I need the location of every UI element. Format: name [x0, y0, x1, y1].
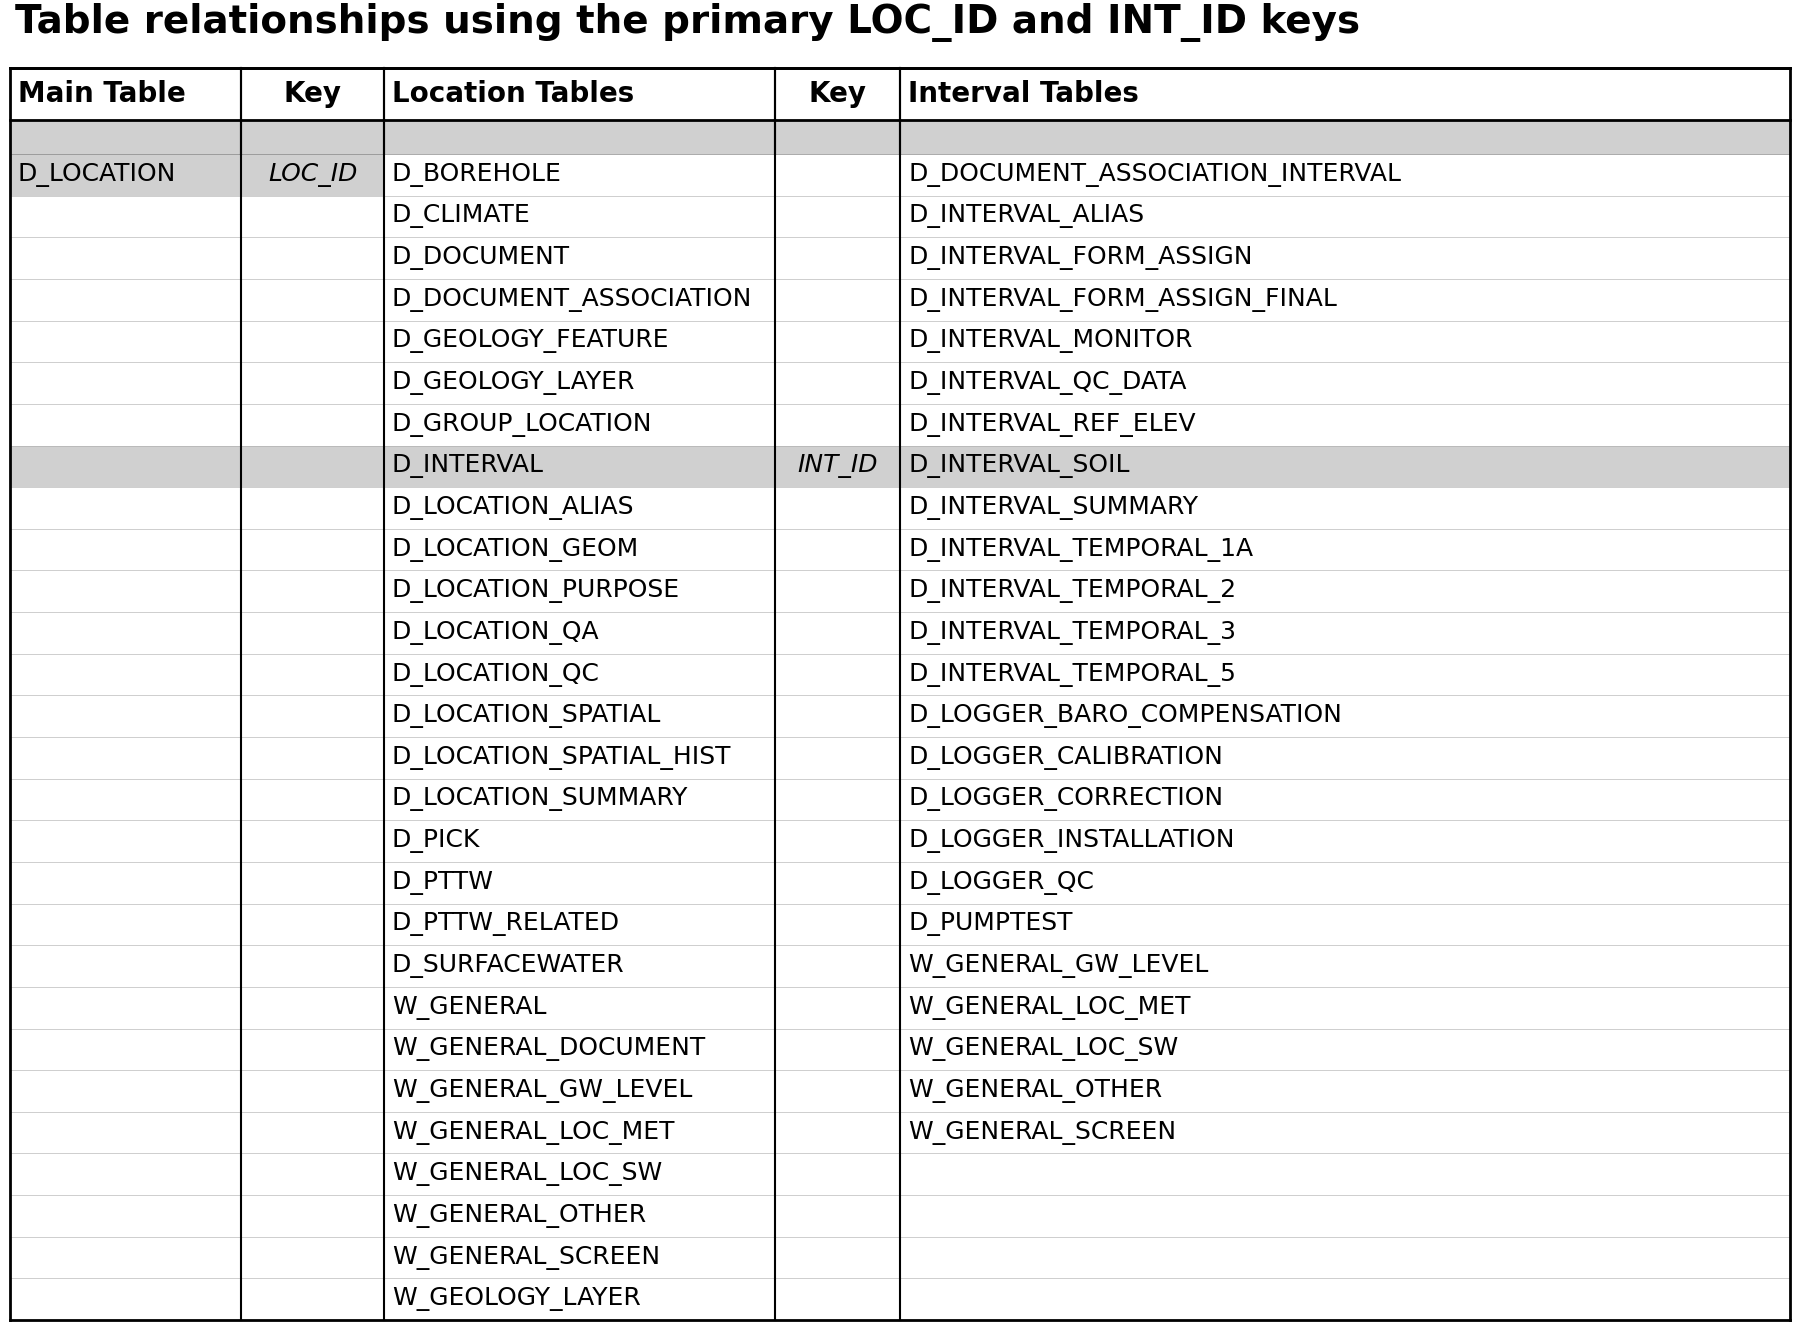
Text: Location Tables: Location Tables	[392, 80, 634, 108]
Text: D_LOGGER_BARO_COMPENSATION: D_LOGGER_BARO_COMPENSATION	[907, 704, 1341, 729]
Text: D_INTERVAL_QC_DATA: D_INTERVAL_QC_DATA	[907, 371, 1186, 395]
Text: W_GENERAL_SCREEN: W_GENERAL_SCREEN	[907, 1121, 1175, 1145]
Text: W_GEOLOGY_LAYER: W_GEOLOGY_LAYER	[392, 1287, 641, 1311]
Text: W_GENERAL_LOC_SW: W_GENERAL_LOC_SW	[907, 1037, 1179, 1061]
Text: W_GENERAL_GW_LEVEL: W_GENERAL_GW_LEVEL	[907, 954, 1208, 978]
Text: D_LOGGER_QC: D_LOGGER_QC	[907, 871, 1094, 895]
Text: Interval Tables: Interval Tables	[907, 80, 1139, 108]
Text: D_INTERVAL_TEMPORAL_1A: D_INTERVAL_TEMPORAL_1A	[907, 537, 1253, 561]
Bar	[11, 120, 1789, 154]
Text: D_INTERVAL_ALIAS: D_INTERVAL_ALIAS	[907, 205, 1145, 229]
Text: D_GROUP_LOCATION: D_GROUP_LOCATION	[392, 412, 652, 436]
Text: D_PUMPTEST: D_PUMPTEST	[907, 912, 1073, 936]
Text: D_INTERVAL_TEMPORAL_3: D_INTERVAL_TEMPORAL_3	[907, 621, 1237, 645]
Text: D_SURFACEWATER: D_SURFACEWATER	[392, 954, 625, 978]
Text: D_INTERVAL_FORM_ASSIGN_FINAL: D_INTERVAL_FORM_ASSIGN_FINAL	[907, 287, 1337, 311]
Text: D_PICK: D_PICK	[392, 829, 481, 853]
Bar	[11, 154, 241, 196]
Text: D_LOGGER_CORRECTION: D_LOGGER_CORRECTION	[907, 787, 1224, 811]
Text: D_DOCUMENT: D_DOCUMENT	[392, 246, 571, 270]
Text: W_GENERAL_OTHER: W_GENERAL_OTHER	[907, 1079, 1163, 1103]
Text: D_LOGGER_INSTALLATION: D_LOGGER_INSTALLATION	[907, 829, 1235, 853]
Text: D_INTERVAL_SUMMARY: D_INTERVAL_SUMMARY	[907, 496, 1199, 520]
Text: Table relationships using the primary LOC_ID and INT_ID keys: Table relationships using the primary LO…	[14, 3, 1361, 43]
Text: D_INTERVAL_TEMPORAL_5: D_INTERVAL_TEMPORAL_5	[907, 662, 1237, 686]
Text: LOC_ID: LOC_ID	[268, 162, 356, 186]
Text: D_GEOLOGY_FEATURE: D_GEOLOGY_FEATURE	[392, 330, 670, 354]
Text: D_GEOLOGY_LAYER: D_GEOLOGY_LAYER	[392, 371, 635, 395]
Text: D_LOGGER_CALIBRATION: D_LOGGER_CALIBRATION	[907, 746, 1222, 770]
Text: D_DOCUMENT_ASSOCIATION: D_DOCUMENT_ASSOCIATION	[392, 287, 752, 311]
Text: Main Table: Main Table	[18, 80, 185, 108]
Text: W_GENERAL_LOC_SW: W_GENERAL_LOC_SW	[392, 1162, 662, 1186]
Text: INT_ID: INT_ID	[797, 455, 878, 479]
Text: D_LOCATION_PURPOSE: D_LOCATION_PURPOSE	[392, 580, 680, 604]
Text: W_GENERAL_LOC_MET: W_GENERAL_LOC_MET	[907, 996, 1190, 1020]
Text: D_BOREHOLE: D_BOREHOLE	[392, 162, 562, 186]
Text: D_PTTW: D_PTTW	[392, 871, 493, 895]
Text: D_LOCATION_QC: D_LOCATION_QC	[392, 662, 599, 686]
Text: Key: Key	[284, 80, 342, 108]
Text: W_GENERAL_OTHER: W_GENERAL_OTHER	[392, 1204, 646, 1228]
Text: D_INTERVAL_MONITOR: D_INTERVAL_MONITOR	[907, 330, 1192, 354]
Text: D_INTERVAL_FORM_ASSIGN: D_INTERVAL_FORM_ASSIGN	[907, 246, 1253, 270]
Text: W_GENERAL_SCREEN: W_GENERAL_SCREEN	[392, 1245, 661, 1270]
Text: D_LOCATION: D_LOCATION	[18, 162, 176, 186]
Text: W_GENERAL: W_GENERAL	[392, 996, 547, 1020]
Text: D_DOCUMENT_ASSOCIATION_INTERVAL: D_DOCUMENT_ASSOCIATION_INTERVAL	[907, 162, 1400, 186]
Text: W_GENERAL_GW_LEVEL: W_GENERAL_GW_LEVEL	[392, 1079, 693, 1103]
Text: D_LOCATION_GEOM: D_LOCATION_GEOM	[392, 537, 639, 561]
Text: D_INTERVAL_TEMPORAL_2: D_INTERVAL_TEMPORAL_2	[907, 580, 1237, 604]
Text: Key: Key	[808, 80, 868, 108]
Text: D_LOCATION_QA: D_LOCATION_QA	[392, 621, 599, 645]
Text: D_LOCATION_SPATIAL: D_LOCATION_SPATIAL	[392, 704, 661, 729]
Text: D_LOCATION_SPATIAL_HIST: D_LOCATION_SPATIAL_HIST	[392, 746, 731, 770]
Bar	[11, 446, 1789, 487]
Text: D_PTTW_RELATED: D_PTTW_RELATED	[392, 912, 619, 936]
Text: D_LOCATION_SUMMARY: D_LOCATION_SUMMARY	[392, 787, 688, 811]
Text: D_INTERVAL_REF_ELEV: D_INTERVAL_REF_ELEV	[907, 412, 1195, 436]
Text: W_GENERAL_DOCUMENT: W_GENERAL_DOCUMENT	[392, 1037, 706, 1061]
Text: D_LOCATION_ALIAS: D_LOCATION_ALIAS	[392, 496, 634, 520]
Text: D_CLIMATE: D_CLIMATE	[392, 205, 531, 229]
Text: D_INTERVAL_SOIL: D_INTERVAL_SOIL	[907, 455, 1130, 479]
Text: W_GENERAL_LOC_MET: W_GENERAL_LOC_MET	[392, 1121, 675, 1145]
Bar	[241, 154, 383, 196]
Text: D_INTERVAL: D_INTERVAL	[392, 455, 544, 479]
